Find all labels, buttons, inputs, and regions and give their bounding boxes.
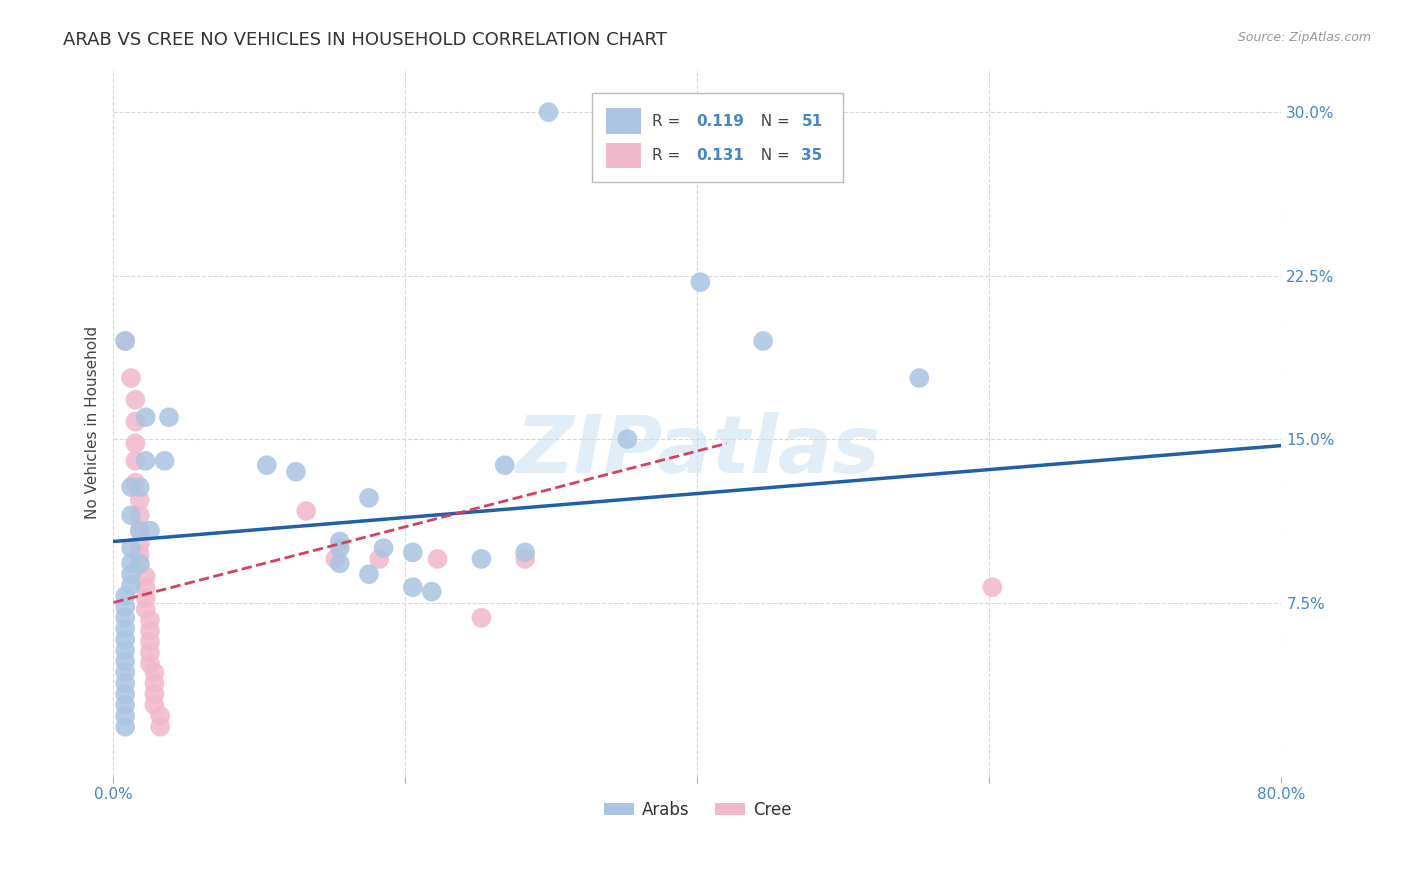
Point — [139, 613, 162, 627]
Point — [114, 599, 136, 614]
Point — [135, 602, 157, 616]
Point — [149, 709, 172, 723]
Text: Source: ZipAtlas.com: Source: ZipAtlas.com — [1237, 31, 1371, 45]
Point — [143, 676, 166, 690]
Point — [114, 611, 136, 625]
Point — [157, 410, 180, 425]
Point — [128, 508, 150, 523]
FancyBboxPatch shape — [592, 94, 844, 182]
Point — [124, 454, 146, 468]
Point — [402, 545, 425, 559]
Point — [128, 548, 150, 562]
Point — [470, 552, 492, 566]
Point — [128, 524, 150, 538]
Point — [120, 556, 142, 570]
Text: N =: N = — [751, 114, 794, 128]
Y-axis label: No Vehicles in Household: No Vehicles in Household — [86, 326, 100, 519]
Point — [120, 371, 142, 385]
Point — [114, 698, 136, 712]
Point — [120, 567, 142, 582]
Point — [139, 634, 162, 648]
Point — [426, 552, 449, 566]
Point — [128, 558, 150, 573]
Point — [329, 556, 352, 570]
Point — [256, 458, 278, 473]
Point — [139, 524, 162, 538]
Point — [537, 105, 560, 120]
Point — [373, 541, 395, 555]
Point — [120, 541, 142, 555]
Point — [114, 687, 136, 701]
Point — [114, 334, 136, 348]
Text: N =: N = — [751, 148, 794, 163]
Point — [135, 410, 157, 425]
Text: 35: 35 — [801, 148, 823, 163]
Point — [689, 275, 711, 289]
Point — [981, 580, 1004, 594]
Point — [325, 552, 347, 566]
Point — [143, 665, 166, 680]
Text: R =: R = — [652, 114, 685, 128]
Point — [368, 552, 391, 566]
Text: R =: R = — [652, 148, 685, 163]
FancyBboxPatch shape — [606, 108, 641, 134]
Point — [114, 665, 136, 680]
Point — [135, 591, 157, 606]
Point — [139, 646, 162, 660]
Point — [128, 524, 150, 538]
Point — [143, 698, 166, 712]
Point — [515, 552, 537, 566]
Point — [494, 458, 516, 473]
Point — [114, 654, 136, 668]
Point — [139, 624, 162, 638]
Text: 0.131: 0.131 — [696, 148, 744, 163]
Point — [124, 436, 146, 450]
Point — [128, 556, 150, 570]
Point — [114, 334, 136, 348]
Point — [124, 415, 146, 429]
Point — [470, 611, 492, 625]
Text: 51: 51 — [801, 114, 823, 128]
Legend: Arabs, Cree: Arabs, Cree — [598, 794, 799, 825]
Point — [402, 580, 425, 594]
Point — [124, 475, 146, 490]
Point — [135, 454, 157, 468]
Point — [128, 493, 150, 508]
Point — [616, 432, 638, 446]
Point — [295, 504, 318, 518]
Point — [114, 676, 136, 690]
Point — [908, 371, 931, 385]
Point — [149, 720, 172, 734]
Point — [120, 508, 142, 523]
Point — [128, 536, 150, 550]
Text: ZIPatlas: ZIPatlas — [515, 412, 880, 490]
Point — [124, 392, 146, 407]
Point — [120, 480, 142, 494]
Point — [329, 534, 352, 549]
Point — [114, 709, 136, 723]
Point — [515, 545, 537, 559]
Point — [114, 720, 136, 734]
Point — [329, 541, 352, 555]
Point — [114, 622, 136, 636]
Point — [114, 589, 136, 603]
Text: ARAB VS CREE NO VEHICLES IN HOUSEHOLD CORRELATION CHART: ARAB VS CREE NO VEHICLES IN HOUSEHOLD CO… — [63, 31, 666, 49]
Point — [135, 580, 157, 594]
Point — [420, 584, 443, 599]
Point — [752, 334, 775, 348]
FancyBboxPatch shape — [606, 143, 641, 169]
Point — [139, 657, 162, 671]
Text: 0.119: 0.119 — [696, 114, 744, 128]
Point — [153, 454, 176, 468]
Point — [128, 480, 150, 494]
Point — [135, 569, 157, 583]
Point — [114, 643, 136, 657]
Point — [143, 687, 166, 701]
Point — [120, 578, 142, 592]
Point — [114, 632, 136, 647]
Point — [285, 465, 308, 479]
Point — [357, 567, 380, 582]
Point — [357, 491, 380, 505]
